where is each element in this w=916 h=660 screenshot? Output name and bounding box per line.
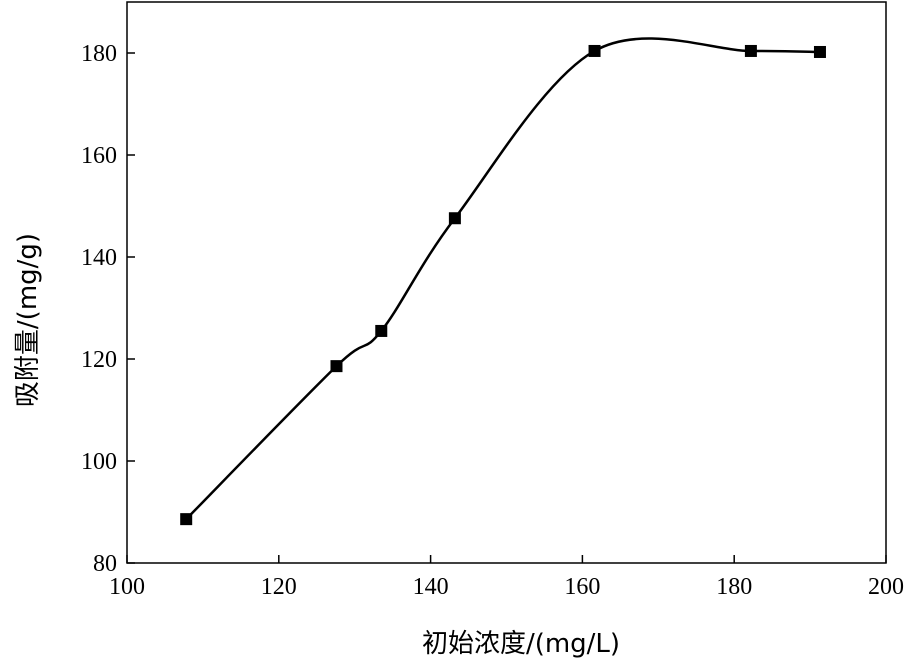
x-tick-label: 160 <box>564 574 600 600</box>
series-line <box>185 37 820 521</box>
x-axis-label: 初始浓度/(mg/L) <box>422 629 620 659</box>
y-axis-label: 吸附量/(mg/g) <box>13 233 43 407</box>
data-point-marker <box>744 44 757 57</box>
x-tick-label: 200 <box>868 574 904 600</box>
y-tick-label: 180 <box>81 41 117 67</box>
plot-frame <box>126 1 887 564</box>
x-tick-label: 120 <box>261 574 297 600</box>
data-point-marker <box>813 45 826 58</box>
y-axis-ticks: 80 100 120 140 160 180 <box>81 41 135 577</box>
x-axis-ticks: 100 120 140 160 180 200 <box>109 555 904 600</box>
y-tick-label: 120 <box>81 347 117 373</box>
series-markers <box>180 44 826 526</box>
data-point-marker <box>375 324 388 337</box>
y-tick-label: 140 <box>81 245 117 271</box>
data-point-marker <box>588 44 601 57</box>
data-point-marker <box>180 513 193 526</box>
y-tick-label: 100 <box>81 449 117 475</box>
data-point-marker <box>448 212 461 225</box>
x-tick-label: 180 <box>716 574 752 600</box>
x-tick-label: 100 <box>109 574 145 600</box>
x-tick-label: 140 <box>413 574 449 600</box>
data-point-marker <box>330 360 343 373</box>
y-tick-label: 80 <box>93 551 117 577</box>
y-tick-label: 160 <box>81 143 117 169</box>
